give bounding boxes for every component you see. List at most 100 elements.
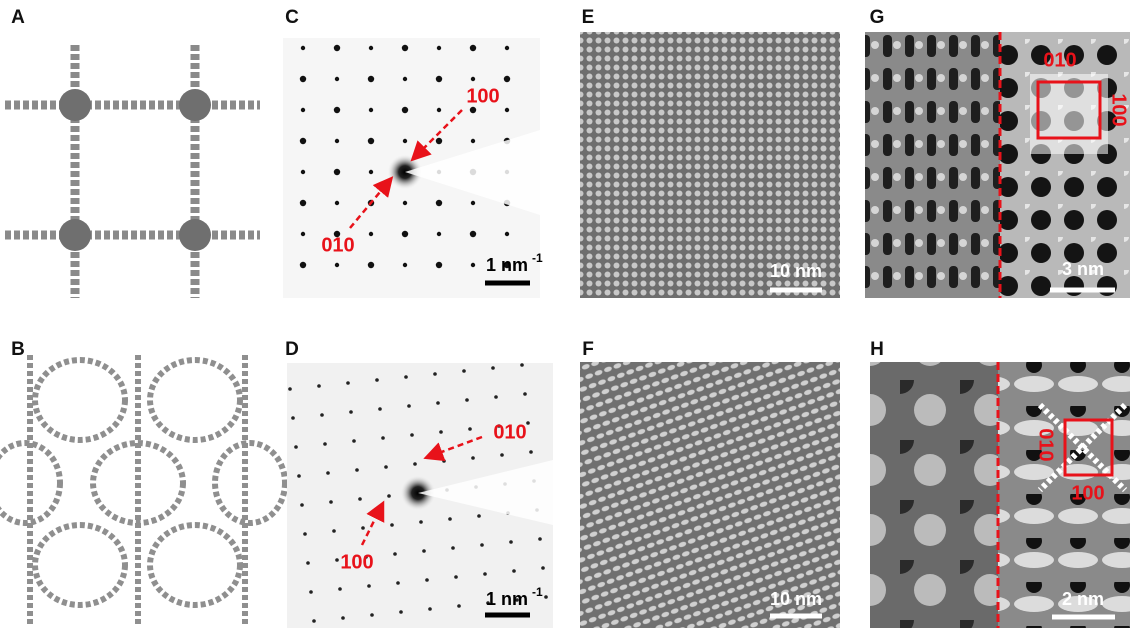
scale-bar-superscript: -1 xyxy=(532,585,543,599)
spot xyxy=(465,398,469,402)
beam-stop-shadow xyxy=(405,130,540,215)
panel-label: H xyxy=(870,339,884,360)
scale-bar-label: 1 nm xyxy=(486,589,528,609)
hrtem-f xyxy=(580,362,840,628)
spot xyxy=(332,529,336,533)
spot xyxy=(523,392,527,396)
spot xyxy=(390,523,394,527)
spot xyxy=(442,459,446,463)
spot xyxy=(399,610,403,614)
spot xyxy=(483,572,487,576)
unit-cell xyxy=(1063,418,1114,477)
spot xyxy=(361,526,365,530)
spot xyxy=(425,578,429,582)
spot xyxy=(436,401,440,405)
beam-stop-shadow xyxy=(418,460,553,525)
spot xyxy=(419,520,423,524)
spot xyxy=(448,517,452,521)
spot xyxy=(334,262,340,268)
panel-label: G xyxy=(870,7,885,28)
spot xyxy=(407,404,411,408)
spot xyxy=(402,262,408,268)
panel-label: D xyxy=(285,339,299,360)
spot xyxy=(299,199,307,207)
spot xyxy=(346,381,350,385)
spot xyxy=(338,587,342,591)
spot xyxy=(515,598,519,602)
spot xyxy=(486,601,490,605)
spot xyxy=(436,107,442,113)
spot xyxy=(435,199,443,207)
scale-bar-label: 1 nm xyxy=(486,255,528,275)
panel-label: E xyxy=(582,7,595,28)
spot xyxy=(288,387,292,391)
spot xyxy=(368,45,374,51)
spot xyxy=(435,137,443,145)
spot xyxy=(396,581,400,585)
miller-index: 100 xyxy=(466,85,499,107)
spot xyxy=(435,75,443,83)
spot xyxy=(401,106,409,114)
spot xyxy=(401,44,409,52)
spot xyxy=(368,231,374,237)
panel-art xyxy=(0,32,1130,628)
spot xyxy=(512,569,516,573)
spot xyxy=(352,439,356,443)
scale-bar-superscript: -1 xyxy=(532,251,543,265)
spot xyxy=(503,261,511,269)
spot xyxy=(541,566,545,570)
spot xyxy=(504,231,510,237)
spot xyxy=(329,500,333,504)
spot xyxy=(333,230,341,238)
spot xyxy=(422,549,426,553)
spot xyxy=(367,137,375,145)
spot xyxy=(368,169,374,175)
spot xyxy=(402,138,408,144)
spot xyxy=(335,558,339,562)
spot xyxy=(468,427,472,431)
spot xyxy=(494,395,498,399)
spot xyxy=(477,514,481,518)
spot xyxy=(433,372,437,376)
spot xyxy=(470,262,476,268)
spot xyxy=(381,436,385,440)
spot xyxy=(480,543,484,547)
spot xyxy=(471,456,475,460)
spot xyxy=(470,138,476,144)
spot xyxy=(462,369,466,373)
spot xyxy=(320,413,324,417)
spot xyxy=(300,107,306,113)
spot xyxy=(469,44,477,52)
spot xyxy=(300,231,306,237)
spot xyxy=(333,44,341,52)
scale-bar-label: 3 nm xyxy=(1062,259,1104,279)
spot xyxy=(364,555,368,559)
spot xyxy=(306,561,310,565)
spot xyxy=(504,45,510,51)
spot xyxy=(297,474,301,478)
spot xyxy=(439,430,443,434)
arrows xyxy=(349,109,483,546)
spot xyxy=(300,45,306,51)
diffraction-spots xyxy=(288,44,548,623)
spot xyxy=(529,450,533,454)
spot xyxy=(526,421,530,425)
panel-label: F xyxy=(582,339,594,360)
spot xyxy=(436,45,442,51)
spot xyxy=(503,75,511,83)
miller-index: 010 xyxy=(493,421,526,443)
spot xyxy=(309,590,313,594)
spot xyxy=(469,230,477,238)
hrtem-g-left xyxy=(865,32,1000,298)
structure-overlay xyxy=(1030,74,1108,154)
spot xyxy=(435,261,443,269)
spot xyxy=(402,76,408,82)
spot xyxy=(299,75,307,83)
spot xyxy=(497,424,501,428)
hrtem-h-right xyxy=(998,362,1130,628)
miller-index: 010 xyxy=(321,234,354,256)
spot xyxy=(300,169,306,175)
spot xyxy=(291,416,295,420)
spot xyxy=(303,532,307,536)
miller-index: 100 xyxy=(1108,93,1130,126)
